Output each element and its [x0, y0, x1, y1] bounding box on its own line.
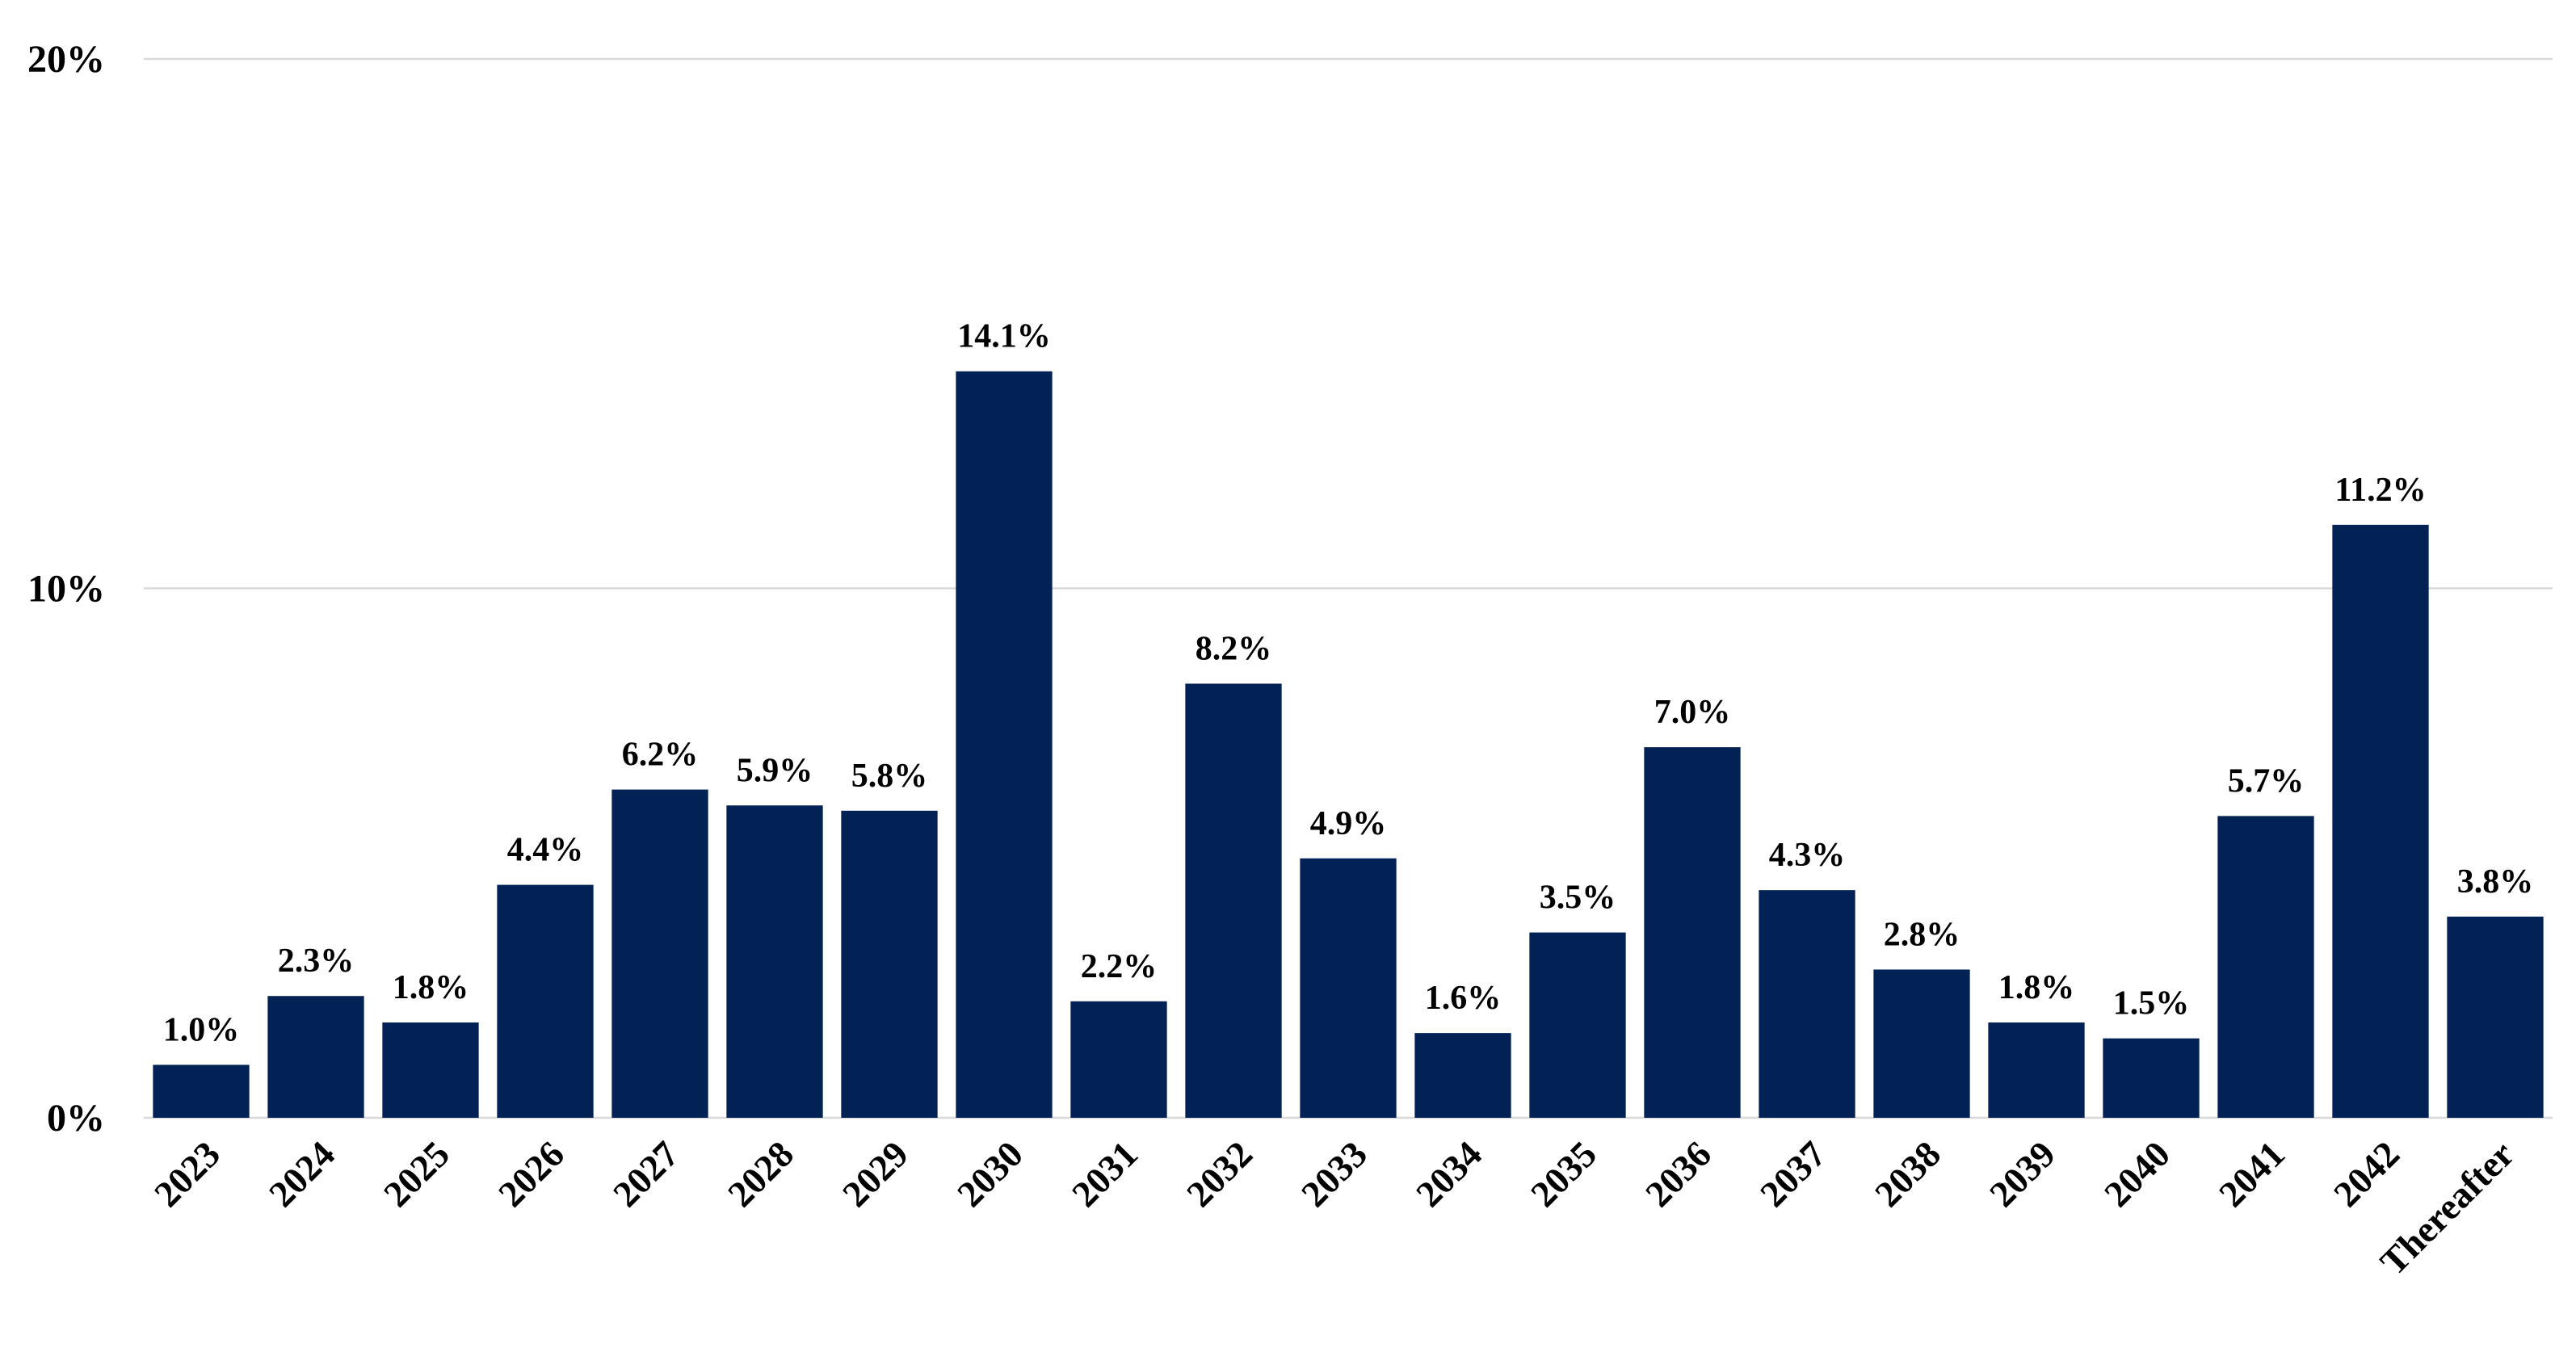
bar-2035: [1529, 932, 1626, 1118]
bar-2024: [267, 996, 364, 1118]
x-tick-label-2040: 2040: [2096, 1133, 2178, 1215]
data-label-2035: 3.5%: [1540, 880, 1616, 917]
x-tick-label-2038: 2038: [1867, 1133, 1948, 1215]
bar-2037: [1759, 890, 1855, 1118]
data-label-2040: 1.5%: [2113, 985, 2190, 1022]
x-tick-label-2027: 2027: [605, 1133, 687, 1215]
data-labels: 1.0% 2.3% 1.8% 4.4% 6.2% 5.9% 5.8% 14.1% 2.2% 8.2…: [163, 318, 2534, 1049]
x-tick-label-2037: 2037: [1752, 1133, 1834, 1215]
bar-2032: [1185, 683, 1282, 1118]
x-tick-label-2031: 2031: [1064, 1133, 1145, 1215]
data-label-2039: 1.8%: [1998, 969, 2075, 1006]
x-tick-label-2041: 2041: [2211, 1133, 2292, 1215]
data-label-2036: 7.0%: [1654, 694, 1731, 731]
y-axis-tick-labels: 0% 10% 20%: [27, 38, 105, 1140]
bar-2039: [1988, 1022, 2085, 1118]
data-label-2031: 2.2%: [1081, 948, 1158, 985]
bar-2038: [1873, 969, 1970, 1118]
x-tick-label-2024: 2024: [261, 1133, 342, 1215]
bar-2027: [611, 789, 708, 1118]
bar-2030: [956, 371, 1053, 1118]
x-axis-category-labels: 2023 2024 2025 2026 2027 2028 2029 2030 2031 2032…: [146, 1133, 2522, 1283]
x-tick-label-2028: 2028: [720, 1133, 801, 1215]
data-label-2029: 5.8%: [851, 758, 928, 795]
x-tick-label-2039: 2039: [1981, 1133, 2063, 1215]
x-tick-label-2025: 2025: [376, 1133, 457, 1215]
data-label-Thereafter: 3.8%: [2457, 863, 2534, 901]
bar-2025: [382, 1022, 479, 1118]
data-label-2032: 8.2%: [1196, 630, 1272, 667]
data-label-2034: 1.6%: [1425, 980, 1502, 1017]
x-tick-label-2033: 2033: [1293, 1133, 1375, 1215]
bar-2029: [841, 810, 938, 1118]
bar-2036: [1644, 747, 1741, 1118]
bar-2031: [1070, 1001, 1167, 1118]
bar-2026: [497, 884, 594, 1118]
data-label-2033: 4.9%: [1310, 805, 1387, 842]
x-tick-label-2030: 2030: [949, 1133, 1031, 1215]
y-tick-label-10: 10%: [27, 568, 105, 611]
bars: [153, 371, 2544, 1118]
x-tick-label-2034: 2034: [1408, 1133, 1490, 1215]
bar-2040: [2103, 1038, 2200, 1118]
data-label-2027: 6.2%: [622, 737, 699, 774]
x-tick-label-2042: 2042: [2326, 1133, 2407, 1215]
bar-2023: [153, 1064, 250, 1118]
data-label-2042: 11.2%: [2334, 472, 2426, 509]
data-label-2023: 1.0%: [163, 1011, 240, 1048]
data-label-2037: 4.3%: [1769, 837, 1846, 874]
data-label-2030: 14.1%: [957, 318, 1051, 355]
x-tick-label-2035: 2035: [1523, 1133, 1604, 1215]
bar-2042: [2332, 524, 2429, 1118]
y-tick-label-20: 20%: [27, 38, 105, 81]
data-label-2028: 5.9%: [737, 752, 813, 789]
bar-Thereafter: [2447, 916, 2544, 1118]
x-tick-label-2026: 2026: [490, 1133, 572, 1215]
bar-2028: [726, 805, 823, 1118]
x-tick-label-2029: 2029: [834, 1133, 916, 1215]
y-tick-label-0: 0%: [47, 1097, 105, 1140]
data-label-2025: 1.8%: [393, 969, 469, 1006]
bar-2041: [2217, 816, 2314, 1118]
data-label-2038: 2.8%: [1884, 916, 1960, 953]
bar-2033: [1300, 858, 1397, 1118]
data-label-2041: 5.7%: [2228, 762, 2305, 800]
x-tick-label-2023: 2023: [146, 1133, 228, 1215]
data-label-2024: 2.3%: [278, 943, 355, 980]
x-tick-label-2036: 2036: [1637, 1133, 1719, 1215]
bar-2034: [1414, 1033, 1511, 1118]
x-tick-label-2032: 2032: [1179, 1133, 1260, 1215]
data-label-2026: 4.4%: [507, 832, 584, 869]
